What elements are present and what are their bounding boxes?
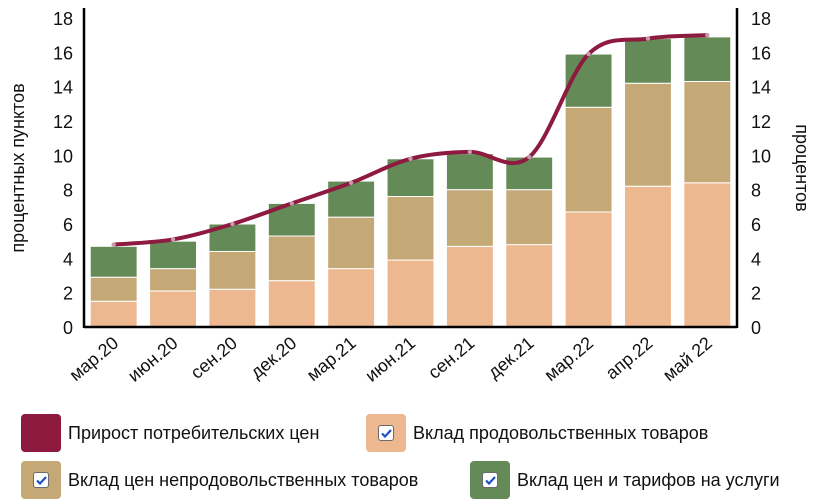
legend-swatch-services	[470, 461, 510, 499]
bar-services-9	[624, 38, 672, 84]
bar-food-3	[267, 280, 316, 328]
y-tick-right-label: 4	[751, 249, 761, 269]
bar-nonfood-1	[149, 268, 198, 292]
bar-nonfood-0	[89, 276, 138, 302]
y-tick-left-label: 18	[53, 9, 73, 29]
bar-food-6	[445, 245, 494, 328]
bar-nonfood-7	[505, 189, 554, 246]
point-cpi-growth-9	[645, 36, 651, 41]
point-cpi-growth-0	[111, 242, 116, 247]
point-cpi-growth-4	[348, 180, 354, 185]
y-tick-left-label: 8	[63, 181, 73, 201]
x-tick-label: дек.21	[484, 333, 538, 383]
bar-food-9	[624, 185, 672, 328]
y-tick-right-label: 12	[751, 112, 771, 132]
y-axis-right-title: процентов	[792, 124, 812, 211]
y-tick-left-label: 6	[63, 215, 73, 235]
y-tick-right-label: 18	[751, 9, 771, 29]
checkbox-checked-icon[interactable]	[378, 425, 394, 441]
x-tick-label: сен.20	[187, 333, 241, 383]
bar-services-10	[683, 36, 732, 83]
x-tick-label: июн.21	[361, 333, 419, 386]
bar-food-7	[505, 244, 554, 328]
legend-item-nonfood[interactable]: Вклад цен непродовольственных товаров	[21, 460, 418, 500]
bar-food-1	[149, 290, 198, 328]
legend-swatch-nonfood	[21, 461, 61, 499]
legend-swatch-cpi-growth	[21, 414, 61, 452]
bars-layer	[89, 36, 732, 328]
x-tick-label: мар.20	[65, 333, 122, 385]
legend-label-cpi-growth: Прирост потребительских цен	[68, 422, 320, 443]
bar-food-5	[386, 259, 435, 328]
bar-nonfood-3	[267, 235, 316, 282]
y-tick-right-label: 14	[751, 78, 771, 98]
line-cpi-growth	[111, 33, 710, 247]
legend-label-food: Вклад продовольственных товаров	[413, 422, 709, 443]
x-tick-label: апр.22	[602, 333, 657, 384]
y-tick-right-label: 10	[751, 146, 771, 166]
point-cpi-growth-5	[408, 156, 413, 161]
bar-food-10	[683, 182, 732, 328]
y-axis-left-title: процентных пунктов	[8, 83, 28, 252]
legend-label-services: Вклад цен и тарифов на услуги	[517, 469, 780, 490]
y-tick-right-label: 16	[751, 43, 771, 63]
y-tick-right-label: 2	[751, 284, 761, 304]
legend: Прирост потребительских цен Вклад продов…	[0, 408, 813, 501]
y-tick-right-label: 6	[751, 215, 761, 235]
bar-food-8	[564, 211, 613, 328]
point-cpi-growth-7	[527, 154, 532, 160]
x-tick-label: июн.20	[124, 333, 182, 386]
point-cpi-growth-2	[230, 221, 235, 227]
bar-nonfood-6	[445, 189, 494, 247]
bar-nonfood-2	[208, 250, 257, 290]
bar-nonfood-10	[683, 81, 732, 184]
point-cpi-growth-3	[289, 201, 294, 206]
bar-services-1	[149, 240, 198, 270]
bar-food-2	[208, 288, 257, 328]
bar-services-4	[327, 180, 376, 218]
y-tick-left-label: 0	[63, 318, 73, 338]
y-tick-left-label: 10	[53, 146, 73, 166]
y-tick-left-label: 2	[63, 284, 73, 304]
x-tick-label: мар.21	[303, 333, 360, 385]
x-tick-label: май 22	[659, 333, 716, 385]
line-layer	[111, 32, 710, 247]
checkbox-checked-icon[interactable]	[482, 472, 498, 488]
point-cpi-growth-1	[170, 237, 176, 242]
x-tick-label: мар.22	[540, 333, 597, 385]
bar-food-4	[327, 268, 376, 328]
bar-nonfood-5	[386, 196, 435, 261]
y-tick-left-label: 4	[63, 249, 73, 269]
legend-label-nonfood: Вклад цен непродовольственных товаров	[68, 469, 419, 490]
y-tick-left-label: 12	[53, 112, 73, 132]
checkbox-checked-icon[interactable]	[33, 472, 49, 488]
y-tick-left-label: 16	[53, 43, 73, 63]
legend-item-cpi-growth[interactable]: Прирост потребительских цен	[21, 413, 319, 453]
legend-item-food[interactable]: Вклад продовольственных товаров	[366, 413, 708, 453]
point-cpi-growth-6	[467, 149, 473, 155]
legend-swatch-food	[366, 414, 406, 452]
x-tick-label: дек.20	[247, 333, 301, 383]
legend-item-services[interactable]: Вклад цен и тарифов на услуги	[470, 460, 780, 500]
y-tick-right-label: 0	[751, 318, 761, 338]
bar-nonfood-4	[327, 216, 376, 270]
point-cpi-growth-10	[705, 32, 710, 38]
x-tick-label: сен.21	[424, 333, 478, 383]
y-tick-left-label: 14	[53, 78, 73, 98]
bar-nonfood-8	[564, 106, 613, 213]
bar-services-6	[445, 153, 494, 191]
bar-services-0	[89, 245, 138, 278]
bar-nonfood-9	[624, 82, 672, 187]
y-tick-right-label: 8	[751, 181, 761, 201]
bar-food-0	[89, 300, 138, 328]
point-cpi-growth-8	[586, 51, 591, 57]
